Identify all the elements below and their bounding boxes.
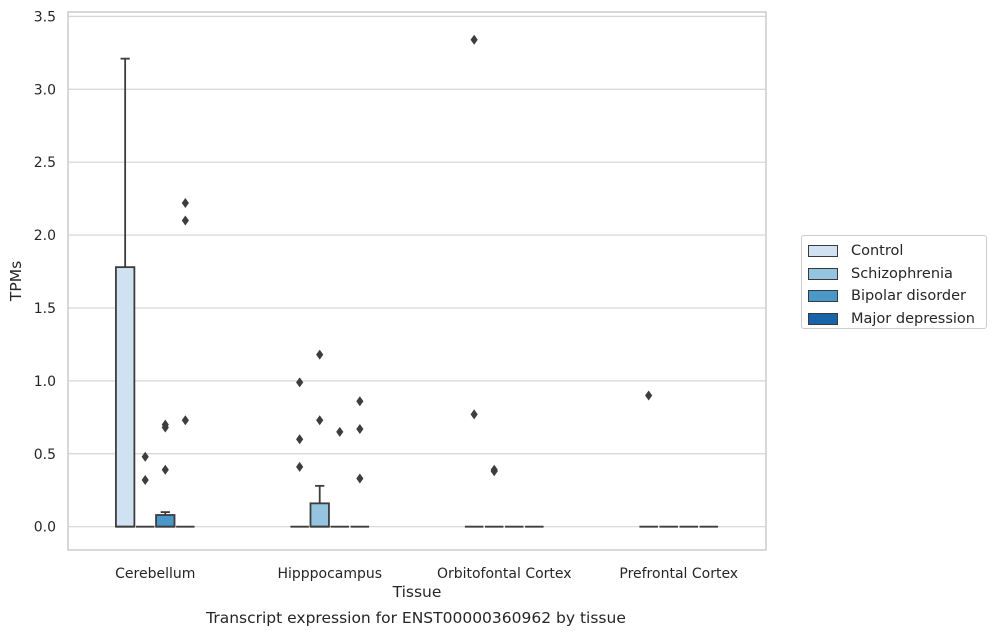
chart-caption: Transcript expression for ENST0000036096… (206, 609, 626, 627)
y-tick-label: 2.5 (34, 155, 56, 171)
legend-item-control: Control (808, 240, 986, 263)
outlier-point (336, 426, 344, 437)
legend-item-major-depression: Major depression (808, 308, 986, 331)
x-tick-label: Orbitofontal Cortex (437, 566, 572, 582)
box-bipolar-disorder (155, 419, 176, 528)
x-tick-label: Hipppocampus (277, 566, 382, 582)
outlier-point (181, 197, 189, 208)
legend: Control Schizophrenia Bipolar disorder M… (801, 235, 987, 329)
legend-label: Major depression (851, 310, 975, 327)
outlier-point (356, 473, 364, 484)
legend-label: Control (851, 243, 904, 260)
box-schizophrenia (135, 451, 155, 528)
legend-swatch-bipolar-disorder (808, 290, 838, 303)
x-tick-labels: Cerebellum Hipppocampus Orbitofontal Corte… (115, 566, 738, 582)
legend-label: Schizophrenia (851, 265, 953, 282)
box-body (115, 266, 136, 528)
legend-label: Bipolar disorder (851, 288, 966, 305)
y-tick-labels: 0.0 0.5 1.0 1.5 2.0 2.5 3.0 3.5 (34, 9, 56, 535)
y-tick-label: 1.5 (34, 301, 56, 317)
outlier-point (490, 464, 498, 475)
outlier-point (470, 409, 478, 420)
y-tick-label: 0.0 (34, 520, 56, 536)
x-axis-label: Tissue (392, 583, 442, 601)
plot-frame (67, 11, 767, 551)
x-tick-label: Prefrontal Cortex (619, 566, 738, 582)
outlier-point (296, 377, 304, 388)
outlier-point (141, 451, 149, 462)
y-tick-label: 3.5 (34, 9, 56, 25)
box-body (155, 514, 176, 528)
outlier-point (141, 475, 149, 486)
outlier-point (161, 419, 169, 430)
box-control (639, 390, 658, 528)
legend-item-schizophrenia: Schizophrenia (808, 263, 986, 286)
box-schizophrenia (484, 464, 504, 528)
legend-swatch-schizophrenia (808, 267, 838, 280)
y-tick-label: 0.5 (34, 447, 56, 463)
outlier-point (470, 34, 478, 45)
outlier-point (316, 415, 324, 426)
outlier-point (296, 461, 304, 472)
box-major-depression (176, 197, 195, 528)
outlier-point (316, 349, 324, 360)
legend-item-bipolar-disorder: Bipolar disorder (808, 285, 986, 308)
box-control (115, 57, 136, 528)
box-control (290, 377, 309, 528)
x-tick-label: Cerebellum (115, 566, 195, 582)
outlier-point (181, 415, 189, 426)
y-tick-label: 1.0 (34, 374, 56, 390)
box-body (309, 502, 330, 528)
outlier-point (296, 434, 304, 445)
box-bipolar-disorder (330, 426, 350, 528)
boxes (115, 34, 719, 528)
outlier-point (161, 464, 169, 475)
y-tick-label: 3.0 (34, 82, 56, 98)
gridlines (68, 15, 766, 528)
y-tick-label: 2.0 (34, 228, 56, 244)
outlier-point (356, 396, 364, 407)
box-control (464, 34, 484, 528)
legend-swatch-major-depression (808, 312, 838, 325)
box-major-depression (350, 396, 370, 528)
legend-swatch-control (808, 245, 838, 258)
outlier-point (356, 423, 364, 434)
outlier-point (181, 215, 189, 226)
outlier-point (645, 390, 653, 401)
y-axis-label: TPMs (7, 261, 25, 302)
box-schizophrenia (309, 349, 330, 528)
